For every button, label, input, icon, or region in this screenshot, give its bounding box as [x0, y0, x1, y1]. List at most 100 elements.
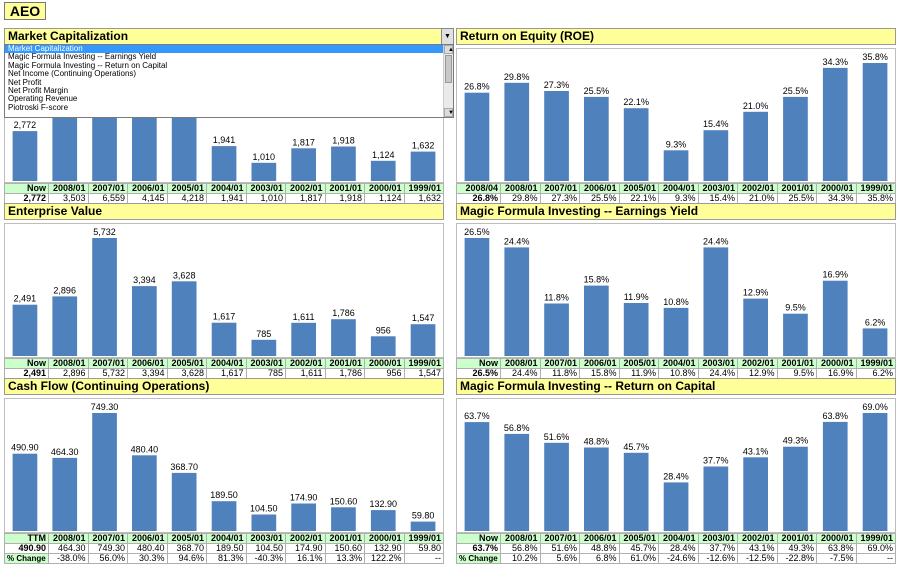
table-cell: 11.8% [539, 368, 580, 379]
chart-bar [211, 146, 237, 181]
chart-bar [251, 162, 277, 181]
table-cell: 2008/01 [48, 533, 89, 544]
table-cell: 2005/01 [618, 358, 659, 369]
chart-bar [132, 106, 157, 181]
bar-data-label: 24.4% [703, 236, 729, 246]
dropdown-scrollbar[interactable]: ▲ ▼ [443, 45, 453, 117]
chevron-down-icon[interactable]: ▼ [441, 28, 454, 45]
panel-roe: Return on Equity (ROE) 26.8% 29.8% 27.3% 25.… [456, 28, 896, 214]
bar-chart-svg: 490.90 464.30 749.30 480.40 368.70 189.50 104.… [11, 402, 436, 531]
table-cell: 35.8% [855, 193, 896, 204]
table-cell: -40.3% [245, 553, 286, 564]
bar-data-label: 2,491 [14, 294, 37, 304]
panel-enterprise-value: Enterprise Value 2,491 2,896 5,732 3,394 3,62… [4, 203, 444, 389]
bar-data-label: 26.8% [464, 82, 490, 92]
table-cell: 1999/01 [403, 533, 444, 544]
dropdown-option[interactable]: Operating Revenue [8, 94, 78, 104]
bar-chart-svg: 26.5% 24.4% 11.8% 15.8% 11.9% 10.8% 24.4% 12.9%… [464, 227, 888, 356]
chart-bar [822, 421, 848, 531]
table-cell: 25.5% [776, 193, 817, 204]
chart-bar [743, 111, 768, 181]
table-cell: 2006/01 [579, 533, 620, 544]
dropdown-option[interactable]: Magic Formula Investing -- Earnings Yiel… [8, 52, 157, 62]
table-cell: 2003/01 [245, 358, 286, 369]
table-cell: 6.2% [855, 368, 896, 379]
bar-data-label: 34.3% [823, 57, 849, 67]
dropdown-option[interactable]: Net Income (Continuing Operations) [8, 69, 137, 79]
table-row: 2008/04 2008/01 2007/01 2006/01 2005/01 2004/… [456, 183, 896, 194]
table-cell: 11.9% [618, 368, 659, 379]
table-cell: 63.7% [456, 543, 501, 554]
table-cell: 2,772 [4, 193, 49, 204]
table-row: % Change 10.2% 5.6% 6.8% 61.0% -24.6% -12.6% -1… [456, 553, 896, 564]
table-cell: -12.6% [697, 553, 738, 564]
table-cell: 27.3% [539, 193, 580, 204]
table-cell: 2000/01 [816, 183, 857, 194]
bar-data-label: 43.1% [743, 446, 769, 456]
bar-chart: 26.8% 29.8% 27.3% 25.5% 22.1% 9.3% 15.4% 21.0% 2… [456, 48, 896, 183]
table-row: 63.7% 56.8% 51.6% 48.8% 45.7% 28.4% 37.7% 43.1%… [456, 543, 896, 554]
dropdown-selected-value[interactable]: Market Capitalization [4, 28, 454, 45]
table-cell: -22.8% [776, 553, 817, 564]
table-cell: 2000/01 [364, 533, 405, 544]
bar-data-label: 104.50 [250, 504, 278, 514]
table-cell: 1,547 [403, 368, 444, 379]
table-cell: 2007/01 [539, 533, 580, 544]
bar-data-label: 749.30 [91, 402, 119, 412]
chart-bar [331, 319, 356, 356]
table-cell: 37.7% [697, 543, 738, 554]
table-cell: 2000/01 [364, 358, 405, 369]
bar-data-label: 51.6% [544, 432, 570, 442]
table-cell: -38.0% [48, 553, 89, 564]
chart-bar [52, 457, 78, 531]
chart-bar [370, 160, 396, 181]
table-cell: 2005/01 [166, 183, 207, 194]
chart-bar [171, 281, 197, 356]
bar-data-label: 150.60 [330, 496, 358, 506]
table-cell: 5.6% [539, 553, 580, 564]
chart-bar [544, 442, 569, 531]
chart-bar [331, 146, 356, 181]
table-row: 2,491 2,896 5,732 3,394 3,628 1,617 785 1,611 1,… [4, 368, 444, 379]
chart-bar [504, 82, 530, 181]
table-cell: 34.3% [816, 193, 857, 204]
table-cell: -24.6% [658, 553, 699, 564]
bar-data-label: 11.9% [624, 292, 649, 302]
bar-chart-svg: 26.8% 29.8% 27.3% 25.5% 22.1% 9.3% 15.4% 21.0% 2… [464, 52, 888, 181]
table-cell: 1,617 [206, 368, 247, 379]
table-cell: 48.8% [579, 543, 620, 554]
table-cell: 2001/01 [324, 183, 365, 194]
table-row: Now 2008/01 2007/01 2006/01 2005/01 2004/01 20… [456, 358, 896, 369]
table-cell: 2002/01 [737, 358, 778, 369]
dropdown-option[interactable]: Piotroski F-score [8, 102, 69, 112]
bar-data-label: 1,632 [412, 141, 435, 151]
table-cell: 15.4% [697, 193, 738, 204]
table-cell: 1999/01 [403, 358, 444, 369]
scroll-down-icon[interactable]: ▼ [444, 108, 453, 117]
table-cell: 69.0% [855, 543, 896, 554]
bar-data-label: 132.90 [370, 499, 398, 509]
scroll-up-icon[interactable]: ▲ [444, 45, 453, 54]
table-cell: 2002/01 [737, 533, 778, 544]
dropdown-option[interactable]: Magic Formula Investing -- Return on Cap… [8, 60, 168, 70]
dropdown-option[interactable]: Net Profit [8, 77, 42, 87]
table-row: 490.90 464.30 749.30 480.40 368.70 189.50 104.… [4, 543, 444, 554]
table-cell: 2008/04 [456, 183, 501, 194]
table-cell: 2006/01 [127, 358, 168, 369]
table-cell: 3,394 [127, 368, 168, 379]
dropdown-option[interactable]: Net Profit Margin [8, 86, 69, 96]
chart-bar [623, 452, 649, 531]
chart-bar [862, 63, 888, 181]
table-cell: 28.4% [658, 543, 699, 554]
chart-bar [783, 313, 808, 356]
dropdown-option[interactable]: Market Capitalization [5, 45, 453, 54]
table-cell: 1999/01 [855, 183, 896, 194]
scroll-thumb[interactable] [445, 55, 452, 83]
dropdown-options-list[interactable]: Market Capitalization Magic Formula Inve… [4, 44, 454, 118]
chart-bar [783, 96, 808, 181]
chart-bar [251, 339, 277, 356]
table-cell: 1,010 [245, 193, 286, 204]
table-cell: 2008/01 [48, 183, 89, 194]
chart-bar [783, 446, 808, 531]
bar-data-label: 35.8% [862, 52, 888, 62]
